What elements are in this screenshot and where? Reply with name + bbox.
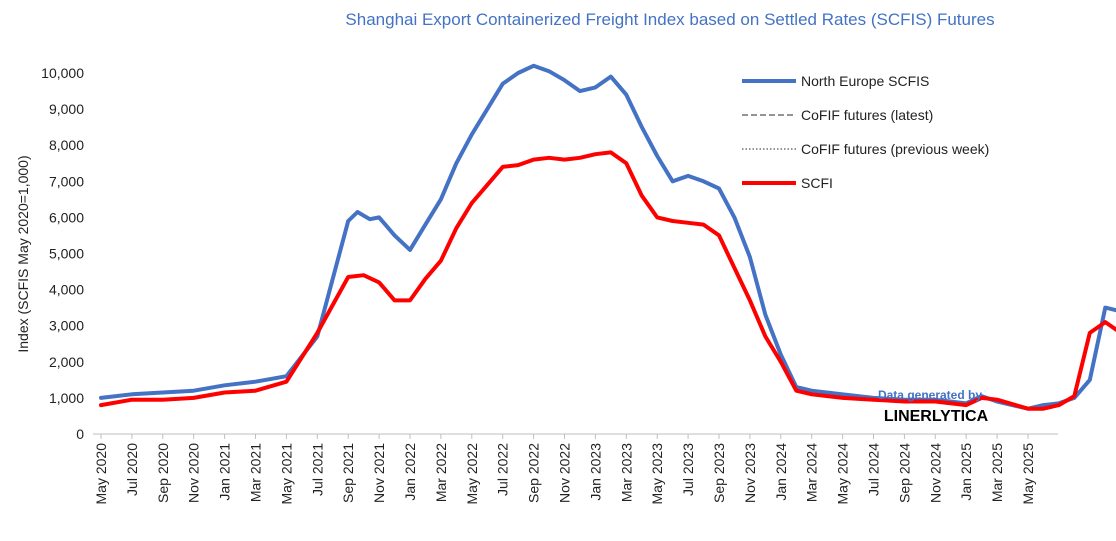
annotation-linerlytica: LINERLYTICA	[884, 408, 989, 425]
y-tick-label: 6,000	[49, 209, 84, 225]
x-tick-label: May 2024	[835, 443, 851, 505]
x-tick-label: Jul 2024	[866, 443, 882, 496]
legend: North Europe SCFIS CoFIF futures (latest)…	[742, 73, 989, 191]
series-line-scfi	[99, 150, 1116, 411]
x-tick-label: Jan 2022	[402, 443, 418, 501]
x-tick-label: Sep 2021	[340, 443, 356, 503]
annotation-data-generated: Data generated by	[878, 388, 982, 402]
x-tick-label: Jan 2021	[217, 443, 233, 501]
y-tick-label: 2,000	[49, 354, 84, 370]
y-axis-label: Index (SCFIS May 2020=1,000)	[15, 155, 31, 352]
x-tick-label: Sep 2020	[155, 443, 171, 503]
x-tick-label: May 2020	[93, 443, 109, 505]
x-tick-label: Sep 2023	[711, 443, 727, 503]
x-tick-label: Sep 2022	[526, 443, 542, 503]
y-tick-label: 0	[76, 426, 84, 442]
legend-label: CoFIF futures (previous week)	[801, 141, 989, 157]
y-tick-label: 1,000	[49, 390, 84, 406]
x-tick-label: Nov 2023	[742, 443, 758, 503]
y-tick-label: 4,000	[49, 282, 84, 298]
x-tick-label: Jul 2021	[309, 443, 325, 496]
x-tick-label: Mar 2025	[989, 443, 1005, 502]
x-tick-label: Nov 2020	[186, 443, 202, 503]
x-tick-label: Jul 2023	[680, 443, 696, 496]
legend-label: SCFI	[801, 175, 833, 191]
y-tick-label: 10,000	[41, 65, 84, 81]
y-tick-label: 3,000	[49, 318, 84, 334]
x-tick-label: Jul 2022	[495, 443, 511, 496]
x-tick-labels: May 2020 Jul 2020 Sep 2020 Nov 2020 Jan 2021…	[93, 434, 1036, 504]
y-tick-label: 7,000	[49, 173, 84, 189]
y-tick-label: 8,000	[49, 137, 84, 153]
x-tick-label: Mar 2022	[433, 443, 449, 502]
series-layer	[99, 63, 1116, 411]
chart-title: Shanghai Export Containerized Freight In…	[345, 10, 994, 29]
legend-label: North Europe SCFIS	[801, 73, 929, 89]
x-tick-label: Jan 2023	[587, 443, 603, 501]
y-tick-labels: 0 1,000 2,000 3,000 4,000 5,000 6,000 7,000 8,00…	[41, 65, 84, 442]
legend-label: CoFIF futures (latest)	[801, 107, 933, 123]
x-tick-label: Jan 2025	[958, 443, 974, 501]
series-line-north-europe-scfis	[99, 63, 1116, 411]
x-tick-label: Mar 2023	[618, 443, 634, 502]
x-tick-label: Sep 2024	[896, 443, 912, 503]
x-tick-label: Jan 2024	[773, 443, 789, 501]
x-tick-label: May 2021	[278, 443, 294, 505]
y-tick-label: 5,000	[49, 246, 84, 262]
x-tick-label: Nov 2021	[371, 443, 387, 503]
x-tick-label: Mar 2021	[248, 443, 264, 502]
x-tick-label: Mar 2024	[804, 443, 820, 502]
x-tick-label: May 2022	[464, 443, 480, 505]
x-tick-label: May 2023	[649, 443, 665, 505]
x-tick-label: Nov 2022	[557, 443, 573, 503]
y-tick-label: 9,000	[49, 101, 84, 117]
x-tick-label: Nov 2024	[927, 443, 943, 503]
x-tick-label: Jul 2020	[124, 443, 140, 496]
x-tick-label: May 2025	[1020, 443, 1036, 505]
